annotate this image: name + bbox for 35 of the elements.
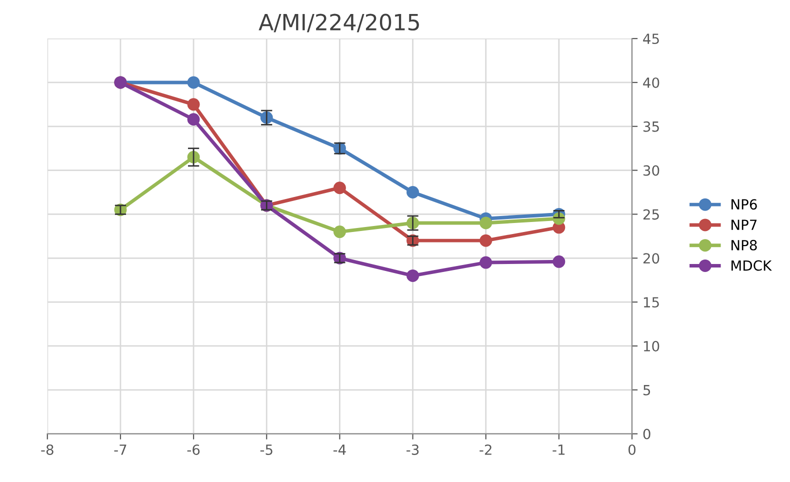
point <box>187 76 200 89</box>
y-tick-label: 0 <box>643 428 650 440</box>
point <box>480 234 492 247</box>
point <box>187 113 200 126</box>
point <box>552 255 566 268</box>
point <box>406 269 420 282</box>
x-tick-label: 0 <box>628 444 636 455</box>
point <box>480 256 492 269</box>
y-tick-label: 10 <box>644 340 660 352</box>
x-tick-label: -8 <box>41 444 54 455</box>
x-tick-label: -2 <box>480 444 492 455</box>
y-tick-label: 40 <box>643 77 660 88</box>
y-tick-label: 15 <box>644 297 659 308</box>
y-tick-label: 30 <box>643 165 660 176</box>
x-tick-label: -7 <box>114 444 126 455</box>
point <box>333 226 346 238</box>
y-tick-label: 25 <box>643 209 659 220</box>
legend-label: MDCK <box>732 260 772 271</box>
x-tick-label: -5 <box>260 444 272 455</box>
point <box>333 182 346 194</box>
y-tick-label: 35 <box>643 121 659 132</box>
legend-label: NP8 <box>732 240 757 250</box>
x-tick-label: -4 <box>333 444 346 455</box>
y-tick-label: 5 <box>643 385 650 396</box>
y-tick-label: 20 <box>643 253 660 264</box>
point <box>480 216 492 230</box>
x-tick-label: -6 <box>187 444 200 455</box>
point <box>406 186 420 199</box>
chart-title: A/MI/224/2015 <box>258 14 419 32</box>
x-tick-label: -3 <box>406 444 419 455</box>
x-tick-label: -1 <box>552 444 565 455</box>
y-tick-label: 45 <box>643 34 659 44</box>
point <box>187 98 200 111</box>
legend-label: NP7 <box>732 220 757 230</box>
legend-label: NP6 <box>732 199 757 210</box>
